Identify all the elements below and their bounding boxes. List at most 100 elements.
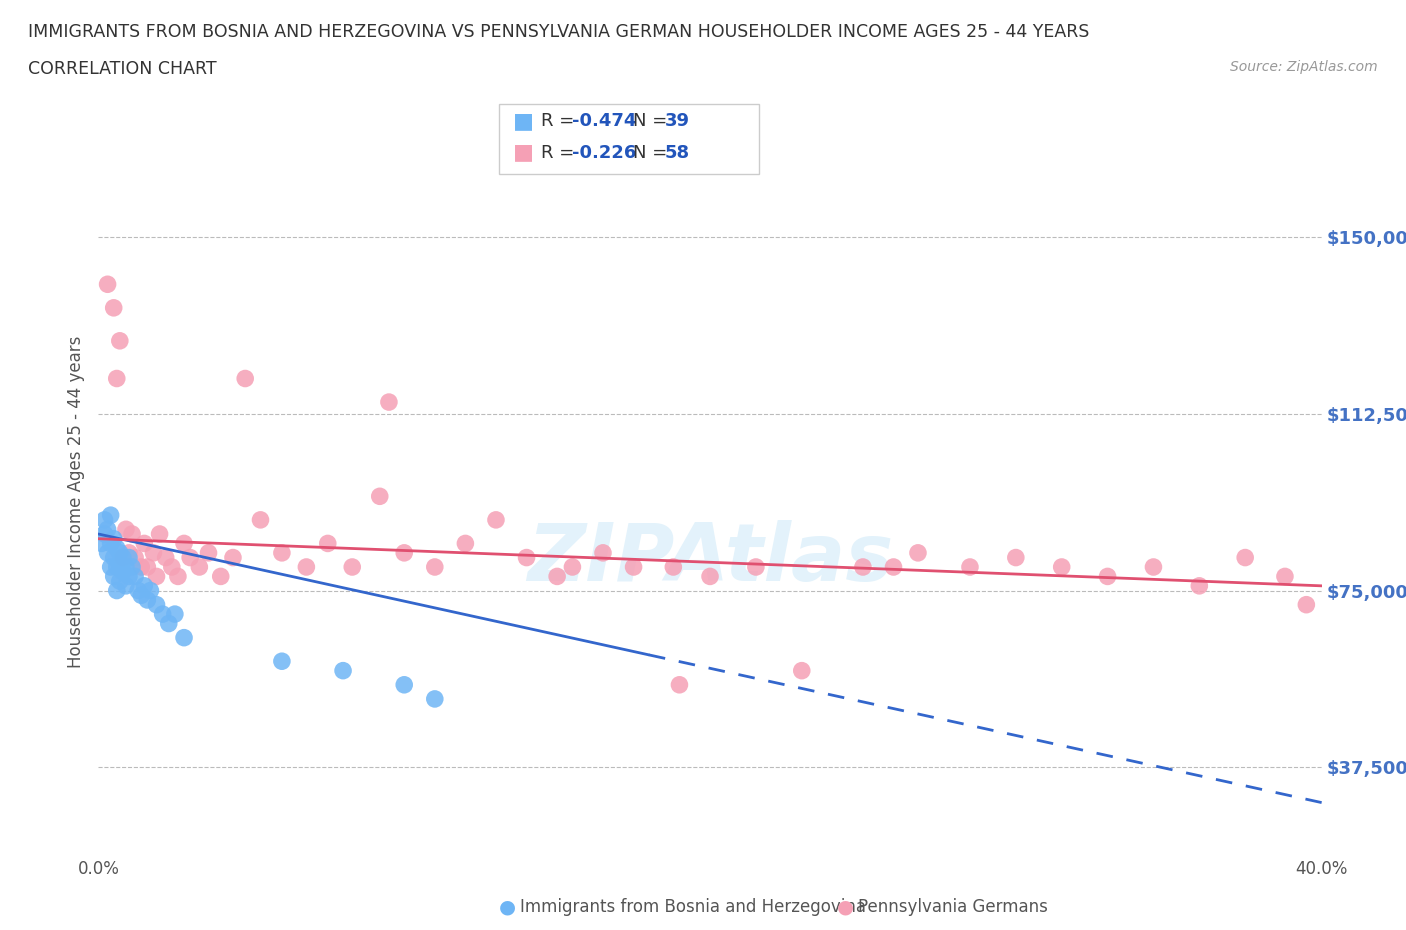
Point — [423, 692, 446, 707]
Point — [1050, 560, 1073, 575]
Point — [883, 560, 905, 575]
Point — [699, 569, 721, 584]
Point — [592, 545, 614, 560]
Point — [105, 540, 128, 555]
Point — [1274, 569, 1296, 584]
Point — [546, 569, 568, 584]
Point — [118, 545, 141, 560]
Point — [108, 574, 131, 589]
Point — [454, 536, 477, 551]
Point — [209, 569, 232, 584]
Text: N =: N = — [633, 112, 672, 130]
Point — [103, 300, 125, 315]
Text: ■: ■ — [513, 142, 534, 163]
Point — [188, 560, 211, 575]
Point — [115, 560, 138, 575]
Point — [423, 560, 446, 575]
Point — [111, 551, 134, 565]
Text: -0.474: -0.474 — [572, 112, 637, 130]
Point — [485, 512, 508, 527]
Point — [100, 560, 122, 575]
Point — [129, 588, 152, 603]
Point — [97, 545, 120, 560]
Point — [852, 560, 875, 575]
Point — [134, 536, 156, 551]
Point — [745, 560, 768, 575]
Point — [167, 569, 190, 584]
Point — [129, 560, 152, 575]
Point — [121, 560, 143, 575]
Point — [392, 545, 416, 560]
Point — [149, 526, 172, 541]
Point — [270, 545, 292, 560]
Point — [139, 583, 162, 598]
Text: Source: ZipAtlas.com: Source: ZipAtlas.com — [1230, 60, 1378, 74]
Point — [368, 489, 391, 504]
Point — [115, 578, 138, 593]
Point — [145, 569, 167, 584]
Point — [100, 508, 122, 523]
Text: -0.226: -0.226 — [572, 143, 637, 162]
Point — [155, 551, 177, 565]
Point — [959, 560, 981, 575]
Point — [1004, 551, 1026, 565]
Text: 39: 39 — [665, 112, 690, 130]
Point — [103, 531, 125, 546]
Text: IMMIGRANTS FROM BOSNIA AND HERZEGOVINA VS PENNSYLVANIA GERMAN HOUSEHOLDER INCOME: IMMIGRANTS FROM BOSNIA AND HERZEGOVINA V… — [28, 23, 1090, 41]
Point — [118, 551, 141, 565]
Point — [124, 551, 146, 565]
Point — [249, 512, 271, 527]
Point — [316, 536, 339, 551]
Text: N =: N = — [633, 143, 672, 162]
Point — [118, 569, 141, 584]
Point — [136, 592, 159, 607]
Point — [97, 277, 120, 292]
Point — [392, 677, 416, 692]
Point — [111, 551, 134, 565]
Point — [179, 551, 201, 565]
Text: ●: ● — [499, 897, 516, 916]
Point — [108, 560, 131, 575]
Point — [103, 569, 125, 584]
Point — [561, 560, 583, 575]
Point — [1097, 569, 1119, 584]
Point — [1142, 560, 1164, 575]
Point — [93, 512, 115, 527]
Text: 58: 58 — [665, 143, 690, 162]
Text: Pennsylvania Germans: Pennsylvania Germans — [858, 897, 1047, 916]
Point — [222, 551, 245, 565]
Point — [163, 606, 186, 621]
Point — [173, 631, 195, 645]
Y-axis label: Householder Income Ages 25 - 44 years: Householder Income Ages 25 - 44 years — [66, 336, 84, 669]
Point — [270, 654, 292, 669]
Point — [105, 371, 128, 386]
Point — [197, 545, 219, 560]
Point — [157, 616, 180, 631]
Point — [134, 578, 156, 593]
Point — [160, 560, 183, 575]
Point — [124, 569, 146, 584]
Point — [662, 560, 685, 575]
Point — [516, 551, 538, 565]
Point — [93, 526, 115, 541]
Point — [173, 536, 195, 551]
Point — [121, 526, 143, 541]
Point — [108, 545, 131, 560]
Point — [152, 606, 174, 621]
Point — [105, 583, 128, 598]
Point — [100, 536, 122, 551]
Point — [1295, 597, 1317, 612]
Text: ZIPAtlas: ZIPAtlas — [527, 520, 893, 598]
Text: ●: ● — [837, 897, 853, 916]
Text: R =: R = — [541, 112, 581, 130]
Point — [105, 560, 128, 575]
Point — [145, 597, 167, 612]
Point — [295, 560, 318, 575]
Point — [342, 560, 364, 575]
Point — [623, 560, 645, 575]
Point — [1188, 578, 1211, 593]
Point — [378, 394, 401, 409]
Point — [97, 522, 120, 537]
Text: R =: R = — [541, 143, 581, 162]
Point — [790, 663, 813, 678]
